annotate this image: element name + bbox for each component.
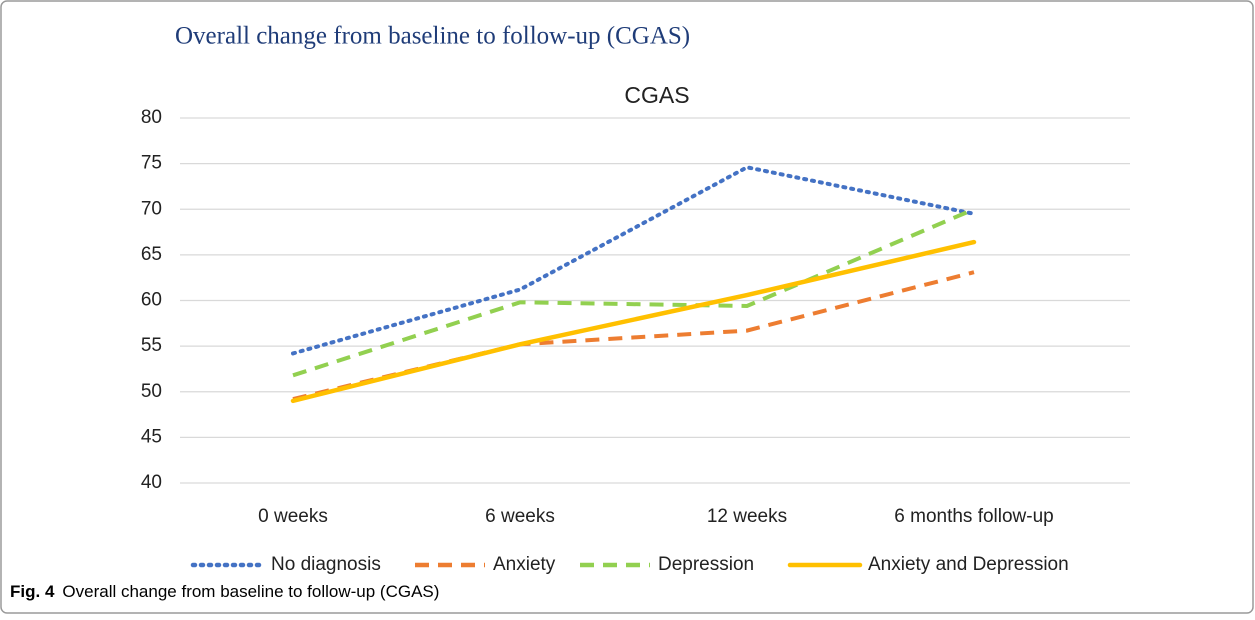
y-tick-label: 65 (141, 244, 162, 265)
y-tick-label: 50 (141, 381, 162, 402)
legend-label: Depression (658, 554, 754, 575)
y-tick-label: 55 (141, 335, 162, 356)
y-tick-label: 60 (141, 290, 162, 311)
x-tick-label: 6 weeks (485, 506, 555, 527)
y-tick-label: 45 (141, 426, 162, 447)
chart-title: CGAS (624, 82, 689, 108)
legend-label: No diagnosis (271, 554, 381, 575)
series-line (291, 165, 976, 356)
y-tick-label: 75 (141, 153, 162, 174)
legend-label: Anxiety (493, 554, 556, 575)
x-tick-label: 0 weeks (258, 506, 328, 527)
x-tick-label: 6 months follow-up (894, 506, 1053, 527)
caption-label: Fig. 4 (10, 582, 55, 601)
x-tick-label: 12 weeks (707, 506, 787, 527)
caption: Fig. 4 Overall change from baseline to fo… (10, 582, 439, 601)
y-tick-label: 80 (141, 107, 162, 128)
y-tick-label: 70 (141, 198, 162, 219)
series-line (292, 207, 975, 378)
series-line (290, 239, 977, 404)
y-tick-label: 40 (141, 472, 162, 493)
caption-text: Overall change from baseline to follow-u… (62, 582, 439, 601)
figure-title: Overall change from baseline to follow-u… (175, 23, 690, 50)
legend-label: Anxiety and Depression (868, 554, 1069, 575)
